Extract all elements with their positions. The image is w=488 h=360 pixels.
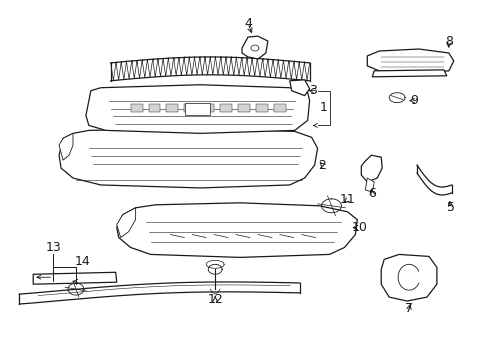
Text: 1: 1 xyxy=(319,101,327,114)
Text: 9: 9 xyxy=(409,94,417,107)
Polygon shape xyxy=(59,133,73,160)
Polygon shape xyxy=(381,255,436,301)
Polygon shape xyxy=(366,49,453,73)
Bar xyxy=(238,104,249,112)
Bar xyxy=(184,104,196,112)
Bar xyxy=(148,104,160,112)
Text: 13: 13 xyxy=(45,241,61,254)
Polygon shape xyxy=(371,70,446,77)
Bar xyxy=(166,104,178,112)
Text: 2: 2 xyxy=(318,159,326,172)
Text: 3: 3 xyxy=(308,84,316,97)
Bar xyxy=(220,104,232,112)
Text: 6: 6 xyxy=(367,188,375,201)
Text: 10: 10 xyxy=(351,221,366,234)
Bar xyxy=(185,103,210,114)
Polygon shape xyxy=(117,203,357,257)
Text: 12: 12 xyxy=(207,293,223,306)
Polygon shape xyxy=(117,208,135,238)
Polygon shape xyxy=(86,85,309,133)
Polygon shape xyxy=(289,80,309,96)
Polygon shape xyxy=(242,36,267,59)
Text: 7: 7 xyxy=(404,302,412,315)
Text: 4: 4 xyxy=(244,17,251,30)
Bar xyxy=(255,104,267,112)
Text: 5: 5 xyxy=(446,201,454,214)
Bar xyxy=(273,104,285,112)
Polygon shape xyxy=(361,155,382,182)
Bar xyxy=(130,104,142,112)
Text: 8: 8 xyxy=(444,35,452,48)
Text: 11: 11 xyxy=(339,193,355,206)
Bar xyxy=(202,104,214,112)
Text: 14: 14 xyxy=(75,255,91,268)
Polygon shape xyxy=(365,178,373,192)
Polygon shape xyxy=(33,272,117,284)
Polygon shape xyxy=(59,129,317,188)
